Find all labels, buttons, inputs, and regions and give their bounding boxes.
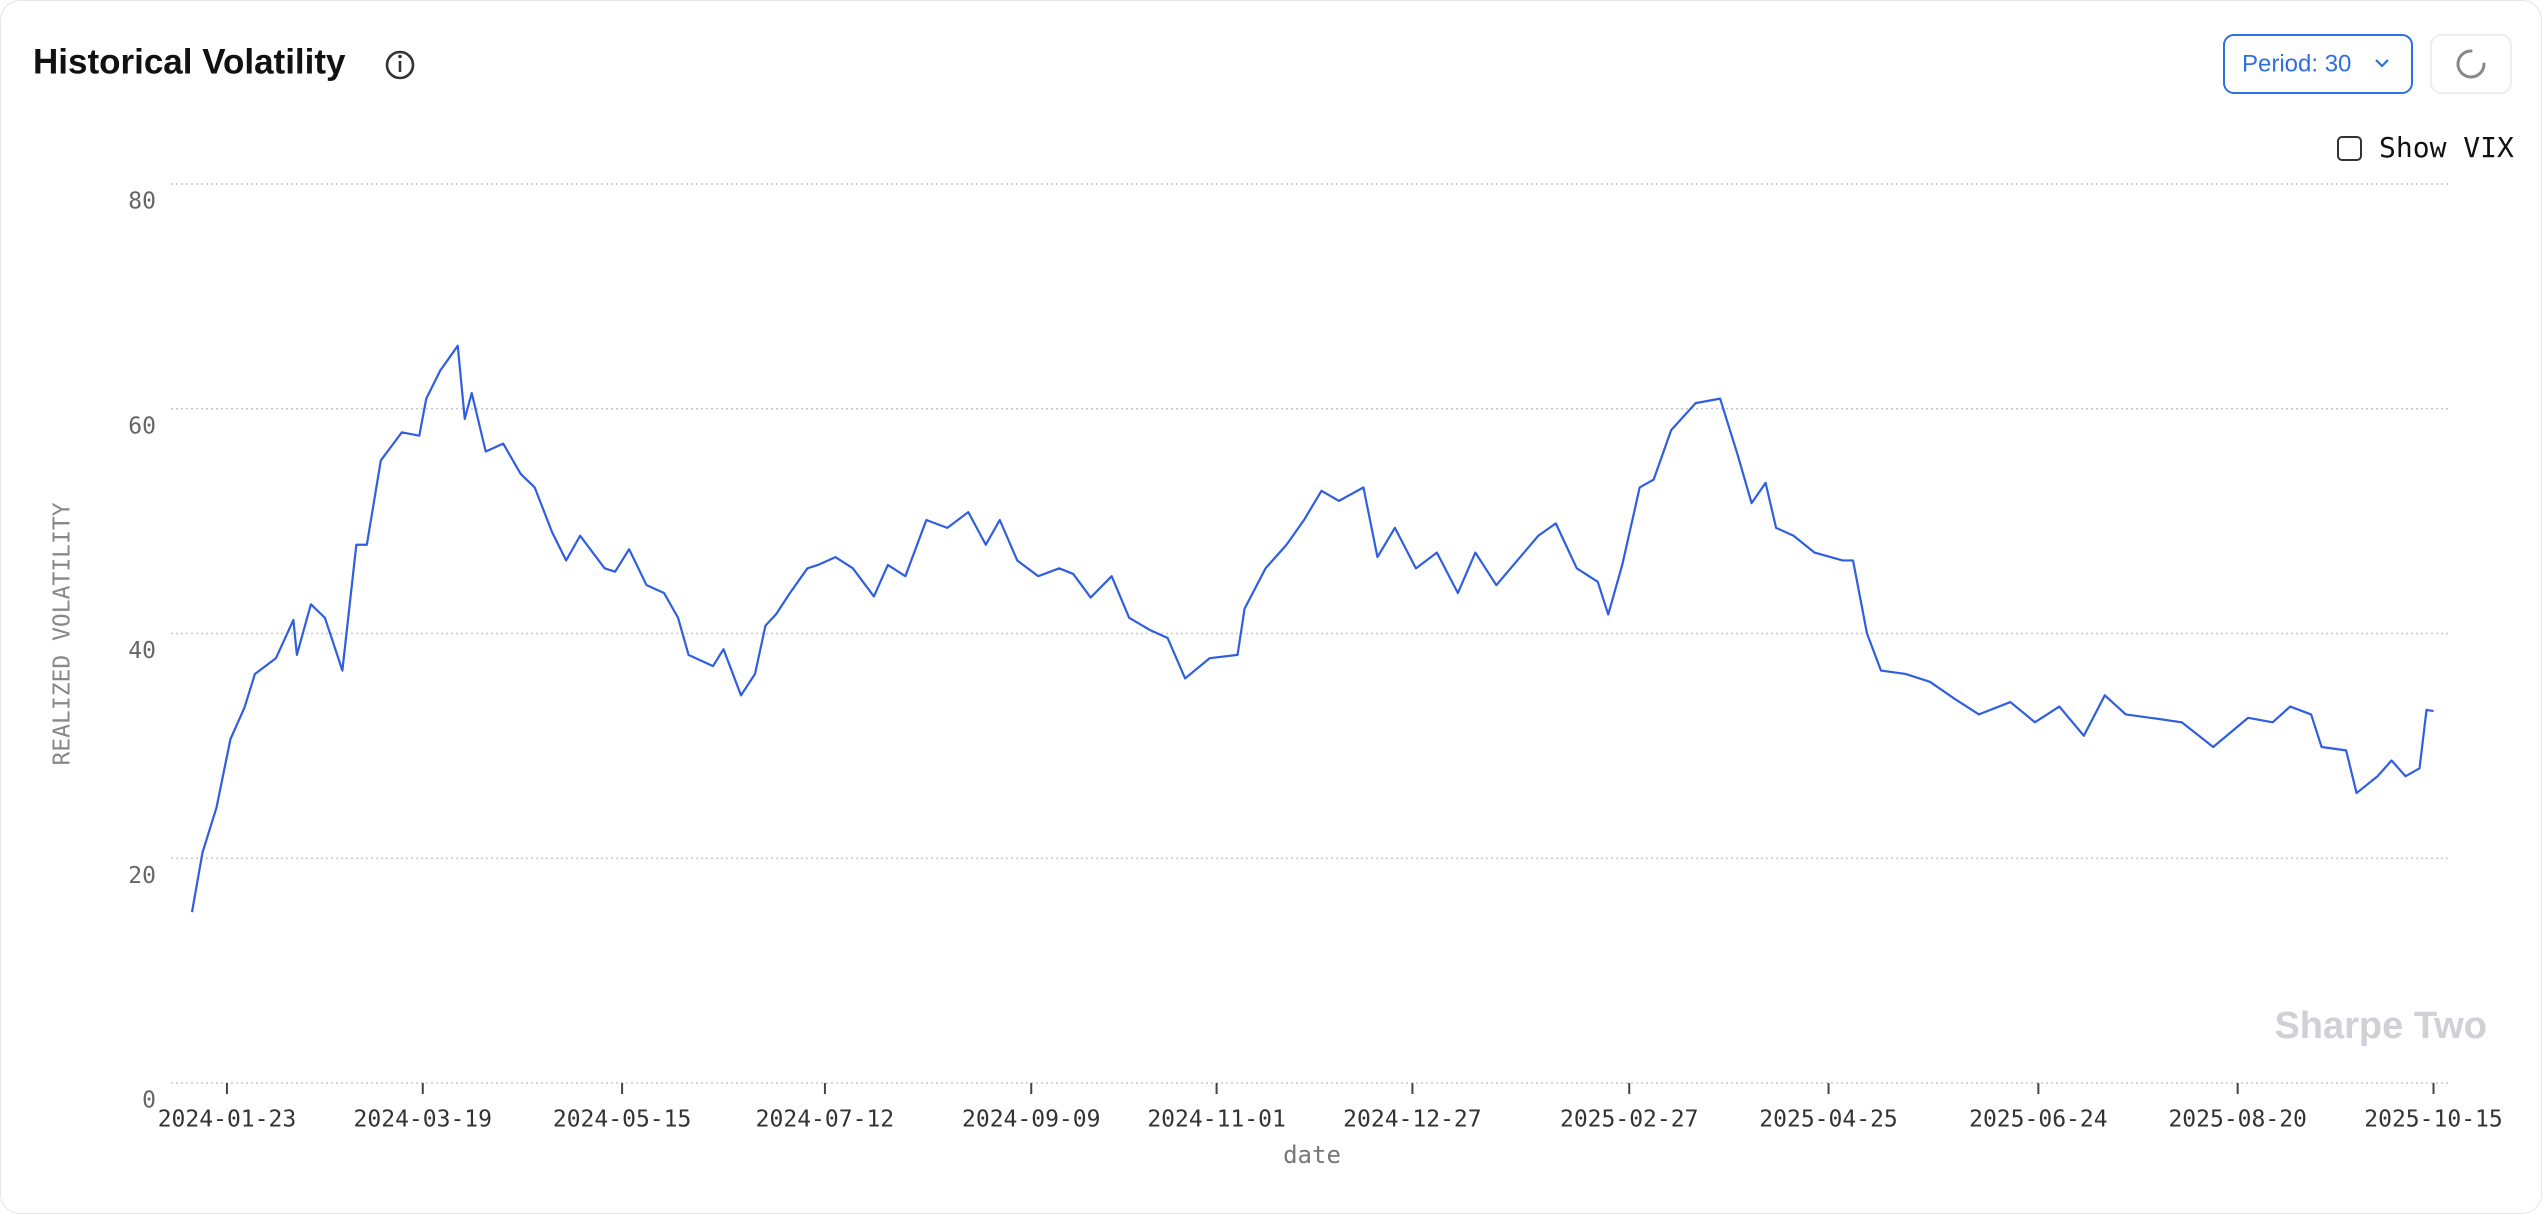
x-tick-label: 2024-07-12 — [756, 1107, 894, 1133]
x-tick-label: 2024-11-01 — [1147, 1107, 1285, 1133]
y-tick-label: 0 — [142, 1088, 156, 1114]
x-tick-label: 2024-05-15 — [553, 1107, 691, 1133]
y-axis-label: REALIZED VOLATILITY — [50, 502, 76, 765]
y-tick-label: 40 — [128, 638, 156, 664]
info-icon[interactable] — [385, 50, 415, 80]
chevron — [2375, 59, 2389, 68]
x-axis-label: date — [1283, 1141, 1341, 1169]
watermark: Sharpe Two — [2274, 1005, 2487, 1047]
period-label[interactable]: Period: 30 — [2242, 50, 2351, 77]
y-tick-label: 60 — [128, 413, 156, 439]
checkbox[interactable] — [2337, 136, 2362, 161]
x-tick-label: 2025-08-20 — [2168, 1107, 2306, 1133]
x-tick-label: 2024-01-23 — [158, 1107, 296, 1133]
spinner — [2456, 49, 2486, 79]
x-tick-label: 2025-06-24 — [1969, 1107, 2107, 1133]
vix-toggle[interactable]: Show VIX — [2337, 131, 2514, 164]
x-tick-label: 2024-09-09 — [962, 1107, 1100, 1133]
x-tick-label: 2024-12-27 — [1343, 1107, 1481, 1133]
x-tick-label: 2024-03-19 — [354, 1107, 492, 1133]
info-circle — [385, 50, 415, 80]
refresh-box — [2430, 34, 2512, 94]
refresh-button[interactable] — [2430, 34, 2512, 94]
info-dot — [398, 54, 402, 59]
y-tick-label: 20 — [128, 863, 156, 889]
x-tick-label: 2025-02-27 — [1560, 1107, 1698, 1133]
period-box — [2223, 34, 2413, 94]
checkbox-label[interactable]: Show VIX — [2379, 131, 2514, 164]
x-tick-label: 2025-04-25 — [1759, 1107, 1897, 1133]
x-tick-label: 2025-10-15 — [2364, 1107, 2502, 1133]
volatility-line — [190, 344, 2434, 913]
y-tick-label: 80 — [128, 189, 156, 215]
title: Historical Volatility — [33, 42, 346, 81]
period-button[interactable]: Period: 30 — [2223, 34, 2413, 94]
